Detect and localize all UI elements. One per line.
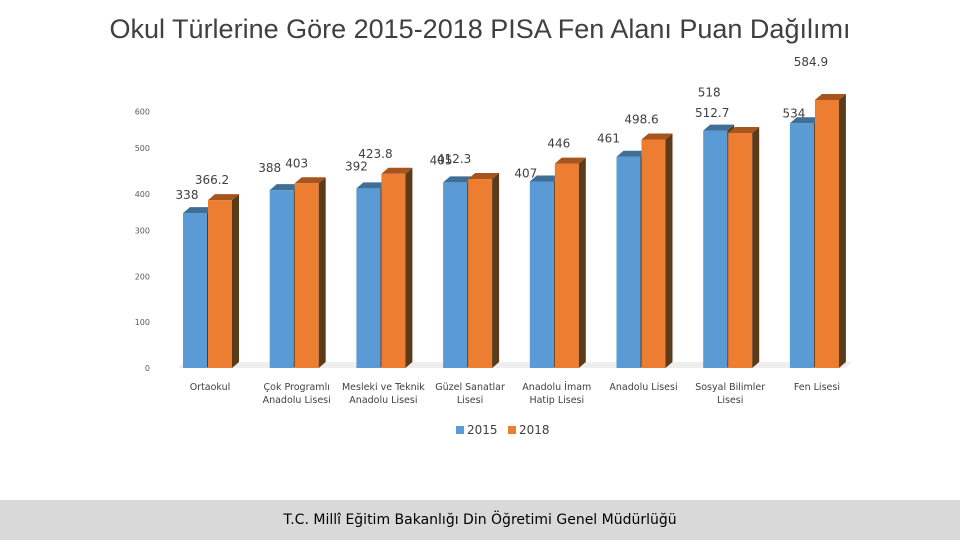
legend-swatch-2018 bbox=[508, 426, 516, 434]
bar-side bbox=[318, 177, 326, 368]
bar-2015 bbox=[703, 130, 728, 368]
data-label: 534 bbox=[782, 106, 805, 120]
data-label: 338 bbox=[176, 188, 199, 202]
bar-side bbox=[752, 127, 760, 368]
y-tick-label: 400 bbox=[135, 190, 150, 199]
bar-side bbox=[578, 157, 586, 368]
x-category-label: Anadolu İmam bbox=[522, 382, 591, 393]
chart-floor bbox=[178, 362, 852, 368]
y-tick-label: 500 bbox=[135, 144, 150, 153]
bar-top bbox=[381, 167, 413, 174]
bar-2015 bbox=[616, 156, 641, 368]
bar-top bbox=[183, 207, 214, 214]
legend-swatch-2015 bbox=[456, 426, 464, 434]
bar-2015 bbox=[443, 182, 468, 368]
bar-2018 bbox=[728, 133, 753, 368]
bar-2015 bbox=[183, 213, 207, 368]
bar-2018 bbox=[208, 200, 232, 368]
data-label: 461 bbox=[597, 132, 620, 146]
x-category-label: Ortaokul bbox=[190, 382, 231, 393]
data-label: 498.6 bbox=[624, 112, 658, 126]
x-category-label: Lisesi bbox=[457, 395, 483, 406]
bar-side bbox=[492, 173, 500, 368]
data-label: 388 bbox=[258, 161, 281, 175]
x-category-label: Çok Programlı bbox=[264, 382, 330, 393]
y-tick-label: 0 bbox=[145, 364, 150, 373]
bar-2018 bbox=[468, 179, 493, 368]
x-category-label: Güzel Sanatlar bbox=[435, 382, 505, 393]
x-category-label: Lisesi bbox=[717, 395, 743, 406]
bar-top bbox=[554, 157, 586, 164]
x-category-label: Anadolu Lisesi bbox=[609, 382, 677, 393]
data-label: 512.7 bbox=[695, 106, 729, 120]
bar-top bbox=[294, 177, 326, 184]
footer-bar: T.C. Millî Eğitim Bakanlığı Din Öğretimi… bbox=[0, 500, 960, 540]
bar-top bbox=[728, 127, 760, 134]
y-tick-label: 300 bbox=[135, 227, 150, 236]
bar-2018 bbox=[641, 139, 666, 368]
data-label: 405 bbox=[430, 153, 453, 167]
chart-title: Okul Türlerine Göre 2015-2018 PISA Fen A… bbox=[109, 14, 851, 44]
bar-top bbox=[789, 117, 821, 124]
bar-side bbox=[232, 194, 239, 368]
x-category-label: Fen Lisesi bbox=[794, 382, 840, 393]
bar-top bbox=[616, 150, 648, 157]
x-category-label: Hatip Lisesi bbox=[529, 395, 584, 406]
y-tick-label: 200 bbox=[135, 272, 150, 281]
bar-2018 bbox=[554, 163, 579, 368]
bar-2015 bbox=[529, 181, 554, 368]
data-label: 412.3 bbox=[437, 152, 471, 166]
bar-top bbox=[468, 173, 500, 180]
bar-top bbox=[208, 194, 239, 201]
data-label: 366.2 bbox=[195, 173, 229, 187]
bar-top bbox=[529, 175, 561, 182]
bar-side bbox=[665, 133, 673, 368]
data-label: 392 bbox=[345, 159, 368, 173]
data-label: 423.8 bbox=[358, 147, 392, 161]
y-tick-label: 600 bbox=[135, 107, 150, 116]
bar-side bbox=[405, 167, 413, 368]
bar-top bbox=[814, 93, 846, 100]
data-label: 403 bbox=[285, 156, 308, 170]
x-category-label: Mesleki ve Teknik bbox=[342, 382, 425, 393]
data-label: 584.9 bbox=[794, 55, 828, 69]
bar-2015 bbox=[789, 123, 814, 369]
data-label: 446 bbox=[547, 137, 570, 151]
bar-top bbox=[641, 133, 673, 140]
legend-label-2018: 2018 bbox=[519, 423, 550, 437]
bar-side bbox=[838, 93, 846, 368]
bar-top bbox=[269, 184, 301, 191]
bar-2018 bbox=[814, 99, 839, 368]
bar-top bbox=[703, 124, 735, 131]
legend-label-2015: 2015 bbox=[467, 423, 498, 437]
x-category-label: Anadolu Lisesi bbox=[349, 395, 417, 406]
bar-top bbox=[356, 182, 388, 189]
bar-2018 bbox=[381, 173, 406, 368]
bar-top bbox=[443, 176, 475, 183]
bar-2015 bbox=[356, 188, 381, 368]
bar-2015 bbox=[269, 190, 294, 368]
y-tick-label: 100 bbox=[135, 318, 150, 327]
data-label: 518 bbox=[698, 86, 721, 100]
x-category-label: Anadolu Lisesi bbox=[263, 395, 331, 406]
data-label: 407 bbox=[514, 166, 537, 180]
footer-text: T.C. Millî Eğitim Bakanlığı Din Öğretimi… bbox=[283, 512, 677, 528]
bar-2018 bbox=[294, 183, 319, 368]
x-category-label: Sosyal Bilimler bbox=[695, 382, 765, 393]
